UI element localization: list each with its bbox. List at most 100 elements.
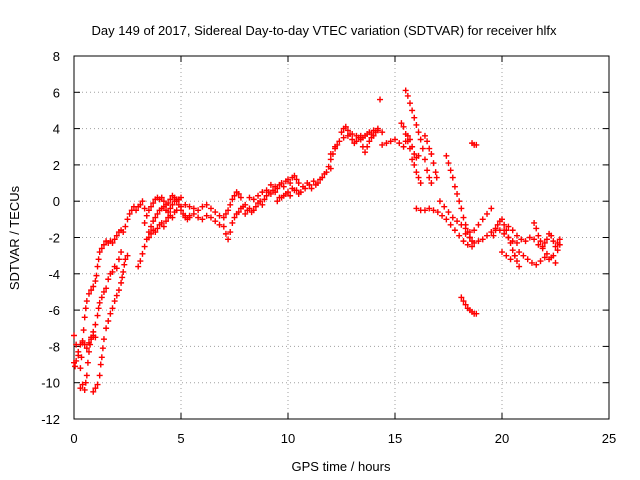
data-point: [71, 332, 77, 339]
data-point: [454, 218, 461, 225]
data-point: [165, 200, 172, 207]
data-point: [548, 254, 555, 261]
data-point: [462, 230, 469, 237]
data-point: [338, 129, 345, 136]
data-point: [173, 207, 180, 214]
data-point: [484, 210, 491, 217]
data-point: [494, 221, 501, 228]
data-point: [242, 210, 249, 217]
data-point: [406, 100, 413, 107]
data-point: [222, 230, 229, 237]
data-point: [141, 219, 148, 226]
data-point: [115, 256, 122, 263]
series-track-29: [377, 96, 384, 103]
data-point: [430, 207, 437, 214]
data-point: [154, 225, 161, 232]
data-point: [84, 359, 91, 366]
data-point: [507, 239, 514, 246]
data-point: [325, 163, 332, 170]
data-point: [344, 127, 351, 134]
data-point: [96, 249, 103, 256]
data-point: [231, 192, 238, 199]
data-point: [113, 292, 120, 299]
data-point: [220, 214, 227, 221]
data-point: [291, 187, 298, 194]
data-point: [246, 205, 253, 212]
data-point: [252, 203, 259, 210]
data-point: [424, 167, 431, 174]
data-point: [167, 196, 174, 203]
data-point: [548, 232, 555, 239]
data-point: [141, 243, 148, 250]
data-point: [518, 236, 525, 243]
data-point: [552, 243, 559, 250]
y-axis-label: SDTVAR / TECUs: [7, 185, 22, 290]
data-point: [94, 263, 101, 270]
data-point: [520, 252, 527, 259]
series-track-26: [501, 223, 559, 266]
data-point: [100, 288, 107, 295]
data-point: [158, 219, 165, 226]
data-point: [83, 298, 90, 305]
data-point: [111, 236, 118, 243]
data-point: [274, 198, 281, 205]
data-point: [537, 238, 544, 245]
data-point: [124, 216, 131, 223]
data-point: [81, 341, 88, 348]
data-point: [75, 348, 82, 355]
data-point: [120, 229, 127, 236]
data-point: [278, 194, 285, 201]
data-point: [409, 156, 416, 163]
data-point: [417, 180, 424, 187]
data-point: [199, 203, 206, 210]
data-point: [77, 365, 84, 372]
data-point: [441, 203, 448, 210]
data-point: [257, 198, 264, 205]
data-point: [479, 216, 486, 223]
data-point: [85, 348, 92, 355]
data-point: [95, 256, 102, 263]
data-point: [80, 327, 87, 334]
series-track-5: [135, 196, 193, 270]
data-point: [526, 234, 533, 241]
data-point: [499, 216, 505, 223]
data-point: [462, 301, 469, 308]
y-tick-label: 6: [53, 85, 60, 100]
data-point: [537, 258, 544, 265]
data-point: [404, 138, 411, 145]
data-point: [505, 223, 512, 230]
data-point: [178, 203, 184, 210]
data-point: [227, 201, 234, 208]
x-axis-label: GPS time / hours: [292, 459, 391, 474]
data-point: [458, 221, 465, 228]
data-point: [402, 87, 409, 94]
data-point: [552, 259, 559, 266]
data-point: [280, 183, 287, 190]
data-point: [148, 230, 155, 237]
data-point: [85, 290, 92, 297]
y-tick-label: -2: [48, 231, 60, 246]
data-point: [72, 363, 79, 370]
data-point: [513, 258, 520, 265]
data-point: [340, 134, 347, 141]
data-point: [94, 312, 101, 319]
data-point: [312, 181, 319, 188]
data-point: [550, 238, 557, 245]
data-point: [475, 238, 482, 245]
data-point: [225, 207, 232, 214]
data-point: [287, 180, 294, 187]
data-point: [190, 210, 197, 217]
data-point: [182, 212, 189, 219]
data-point: [115, 287, 122, 294]
data-point: [426, 145, 433, 152]
data-point: [216, 212, 223, 219]
data-point: [449, 174, 456, 181]
data-point: [417, 136, 424, 143]
data-point: [158, 194, 165, 201]
data-point: [490, 232, 497, 239]
series-track-20: [413, 205, 476, 250]
data-point: [428, 180, 435, 187]
data-point: [471, 239, 478, 246]
data-point: [454, 190, 461, 197]
